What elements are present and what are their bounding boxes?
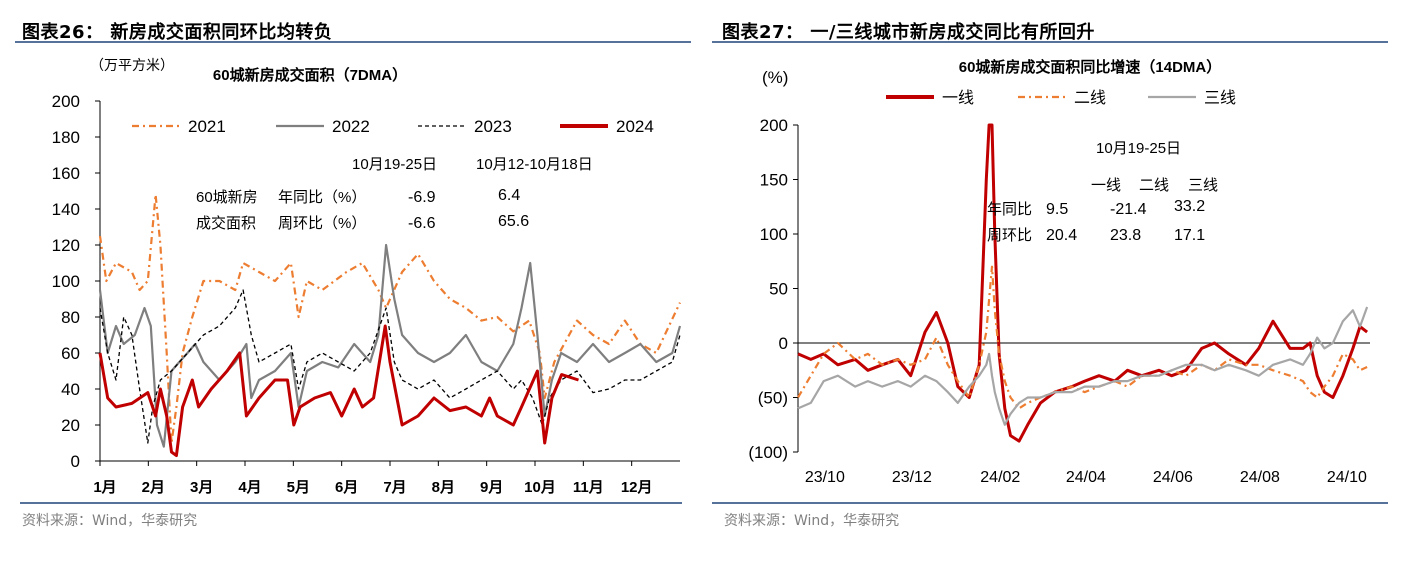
annotation-value: 65.6 — [498, 213, 529, 230]
series-line-三线 — [797, 306, 1369, 426]
right-chart: 60城新房成交面积同比增速（14DMA） (%) (100) (50) 0 50 100 15… — [748, 58, 1370, 486]
annotation-col-header: 二线 — [1139, 177, 1169, 194]
y-tick-label: 140 — [52, 200, 80, 219]
annotation-value: 33.2 — [1174, 198, 1205, 215]
x-tick-label: 24/06 — [1153, 469, 1193, 486]
annotation-col-header: 三线 — [1188, 177, 1218, 194]
left-figure-title: 图表26： 新房成交面积同环比均转负 — [22, 22, 333, 43]
y-tick-label: 80 — [61, 308, 80, 327]
y-tick-label: 60 — [61, 344, 80, 363]
y-tick-label: 40 — [61, 380, 80, 399]
legend-label-2023: 2023 — [474, 117, 512, 136]
left-chart: 60城新房成交面积（7DMA） （万平方米） 0 20 40 60 80 100 120 140 1… — [52, 57, 682, 496]
y-tick-label: 120 — [52, 236, 80, 255]
x-tick-label: 4月 — [238, 479, 261, 496]
annotation-row-prefix: 60城新房 — [196, 189, 258, 206]
y-tick-label: 20 — [61, 416, 80, 435]
right-top-rule — [712, 41, 1388, 43]
y-tick-label: 100 — [760, 225, 788, 244]
x-tick-label: 24/08 — [1240, 469, 1280, 486]
y-tick-label: 180 — [52, 128, 80, 147]
left-figure: 图表26： 新房成交面积同环比均转负 60城新房成交面积（7DMA） （万平方米）… — [0, 0, 705, 561]
x-tick-label: 23/12 — [892, 469, 932, 486]
x-tick-label: 2月 — [142, 479, 165, 496]
legend-label-三线: 三线 — [1204, 89, 1236, 107]
x-tick-label: 24/04 — [1066, 469, 1106, 486]
chart-title: 60城新房成交面积同比增速（14DMA） — [959, 58, 1222, 76]
left-bottom-rule — [20, 502, 682, 504]
annotation-value: 20.4 — [1046, 227, 1077, 244]
annotation-row-label: 年同比 — [987, 201, 1032, 218]
left-source-note: 资料来源：Wind，华泰研究 — [22, 513, 198, 529]
right-source-note: 资料来源：Wind，华泰研究 — [724, 513, 900, 529]
y-tick-label: (100) — [748, 443, 788, 462]
legend-label-2022: 2022 — [332, 117, 370, 136]
x-tick-label: 24/02 — [980, 469, 1020, 486]
x-tick-label: 6月 — [335, 479, 358, 496]
annotation-value: 23.8 — [1110, 227, 1141, 244]
annotation-value: 6.4 — [498, 187, 520, 204]
y-axis-unit-label: (%) — [762, 68, 788, 87]
legend-label-2021: 2021 — [188, 117, 226, 136]
right-figure: 图表27： 一/三线城市新房成交同比有所回升 60城新房成交面积同比增速（14D… — [710, 0, 1424, 561]
annotation-value: -21.4 — [1110, 201, 1147, 218]
x-tick-label: 7月 — [383, 479, 406, 496]
legend-label-2024: 2024 — [616, 117, 654, 136]
y-tick-label: 200 — [52, 92, 80, 111]
x-tick-label: 8月 — [432, 479, 455, 496]
chart-title: 60城新房成交面积（7DMA） — [213, 66, 407, 84]
series-line-一线 — [797, 123, 1369, 443]
x-tick-label: 5月 — [287, 479, 310, 496]
x-tick-label: 24/10 — [1327, 469, 1367, 486]
y-tick-label: 50 — [769, 280, 788, 299]
y-tick-label: 200 — [760, 116, 788, 135]
legend-label-一线: 一线 — [942, 89, 974, 107]
right-bottom-rule — [712, 502, 1388, 504]
legend-label-二线: 二线 — [1074, 89, 1106, 107]
left-top-rule — [15, 41, 691, 43]
x-tick-label: 1月 — [93, 479, 116, 496]
series-line-2023 — [99, 289, 681, 444]
annotation-value: -6.9 — [408, 189, 436, 206]
y-tick-label: 150 — [760, 171, 788, 190]
annotation-value: 17.1 — [1174, 227, 1205, 244]
annotation-row-label: 周环比（%） — [278, 215, 366, 232]
y-axis-unit-label: （万平方米） — [90, 57, 174, 73]
y-tick-label: 0 — [71, 452, 80, 471]
annotation-row-label: 周环比 — [987, 227, 1032, 244]
series-line-2024 — [98, 324, 579, 458]
x-tick-label: 23/10 — [805, 469, 845, 486]
x-tick-label: 10月 — [524, 479, 556, 496]
x-tick-label: 11月 — [573, 479, 604, 496]
x-tick-label: 3月 — [190, 479, 213, 496]
series-line-2022 — [98, 243, 682, 448]
x-tick-label: 9月 — [480, 479, 503, 496]
annotation-row-label: 年同比（%） — [278, 189, 366, 206]
x-tick-label: 12月 — [621, 479, 653, 496]
annotation-value: -6.6 — [408, 215, 436, 232]
annotation-value: 9.5 — [1046, 201, 1068, 218]
annotation-col-header: 10月19-25日 — [352, 156, 437, 173]
series-line-2021 — [98, 193, 681, 445]
y-tick-label: 100 — [52, 272, 80, 291]
y-tick-label: 0 — [779, 334, 788, 353]
y-tick-label: 160 — [52, 164, 80, 183]
annotation-col-header: 10月12-10月18日 — [476, 156, 593, 173]
y-tick-label: (50) — [758, 389, 788, 408]
annotation-date: 10月19-25日 — [1096, 140, 1181, 157]
right-figure-title: 图表27： 一/三线城市新房成交同比有所回升 — [722, 22, 1095, 43]
annotation-row-prefix: 成交面积 — [196, 214, 256, 232]
annotation-col-header: 一线 — [1091, 177, 1121, 194]
